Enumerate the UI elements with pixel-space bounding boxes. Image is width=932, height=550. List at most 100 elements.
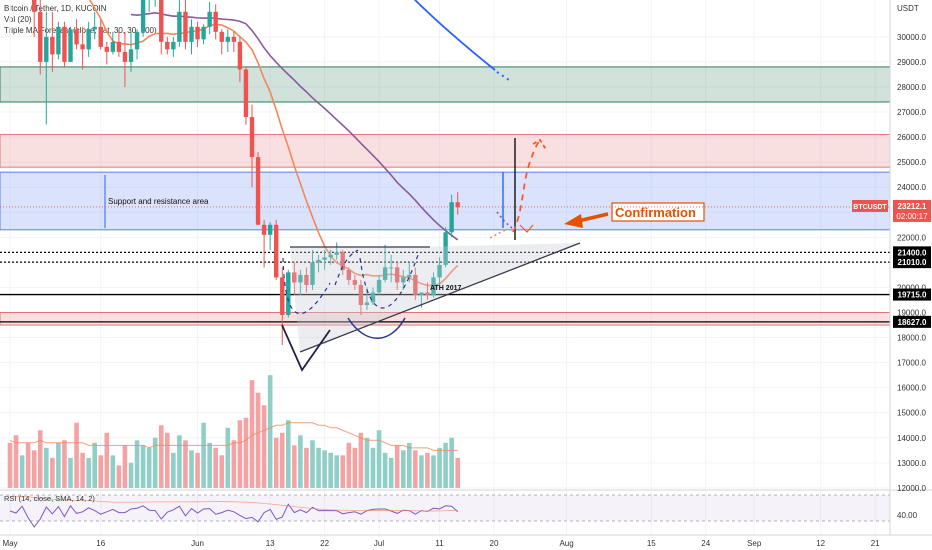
candle-body: [255, 157, 261, 225]
volume-bar: [286, 420, 291, 488]
candle-body: [401, 277, 406, 283]
price-tick-label: 18000.0: [897, 334, 926, 343]
volume-bar: [231, 440, 237, 488]
volume-bar: [134, 440, 140, 488]
candle-body: [213, 11, 218, 32]
candle-body: [455, 202, 460, 208]
candle-body: [195, 26, 200, 40]
rsi-line: [9, 503, 459, 528]
volume-bar: [98, 455, 104, 488]
candle-body: [292, 272, 297, 283]
candle-body: [437, 264, 442, 278]
volume-bar: [37, 430, 43, 488]
volume-bar: [334, 455, 339, 488]
volume-bar: [346, 442, 352, 488]
candle-body: [352, 279, 358, 285]
volume-bar: [86, 457, 91, 488]
volume-bar: [298, 435, 303, 488]
candle-body: [443, 232, 448, 265]
candle-body: [267, 224, 273, 235]
candle-body: [225, 36, 230, 42]
price-zone: [0, 134, 891, 168]
volume-bar: [388, 457, 394, 488]
candle-body: [32, 0, 37, 12]
forecast-arrowhead: [532, 138, 548, 152]
candle-body: [62, 26, 67, 62]
candle-body: [92, 26, 97, 30]
legend-symbol[interactable]: Bitcoin / Tether, 1D, KUCOIN: [4, 4, 107, 13]
price-tick-label: 30000.0: [897, 33, 926, 42]
volume-bar: [189, 450, 194, 488]
candle-body: [219, 31, 224, 42]
level-tag-label: 19715.0: [898, 291, 927, 300]
arc-dashed-right: [359, 254, 419, 309]
volume-bar: [74, 422, 79, 488]
volume-bar: [310, 440, 315, 488]
candle-body: [44, 36, 49, 62]
candle-body: [38, 11, 43, 62]
candle-body: [328, 254, 333, 258]
candle-body: [280, 277, 285, 316]
candle-body: [425, 292, 430, 295]
volume-bar: [80, 452, 85, 488]
candle-body: [110, 41, 116, 52]
candle-body: [159, 0, 164, 42]
volume-bar: [340, 455, 346, 488]
volume-bar: [358, 432, 364, 488]
volume-bar: [146, 447, 152, 488]
volume-bar: [316, 447, 321, 488]
candle-body: [322, 257, 327, 260]
price-tick-label: 20000.0: [897, 283, 926, 292]
level-tag: [893, 288, 931, 301]
volume-bar: [31, 450, 37, 488]
time-tick-label: May: [2, 539, 17, 548]
v-bottom-drawing: [281, 324, 331, 372]
volume-bar: [370, 447, 376, 488]
price-tick-label: 19000.0: [897, 309, 926, 318]
price-tick-label: 16000.0: [897, 384, 926, 393]
arc-dashed-left: [282, 257, 331, 314]
candle-body: [50, 36, 55, 55]
volume-bar: [225, 427, 231, 488]
volume-bar: [104, 432, 110, 488]
legend-volume[interactable]: Vol (20): [4, 15, 32, 24]
time-tick-label: 24: [701, 539, 710, 548]
price-tick-label: 12000.0: [897, 484, 926, 493]
volume-bar: [249, 380, 255, 488]
volume-bar: [400, 450, 406, 488]
candle-body: [122, 51, 128, 62]
level-tag-label: 21010.0: [898, 258, 927, 267]
time-tick-label: 12: [816, 539, 825, 548]
candle-body: [395, 267, 400, 283]
triangle-pattern: [290, 243, 580, 352]
volume-bar: [62, 440, 67, 488]
candle-body: [431, 277, 436, 295]
rsi-band: [0, 495, 890, 521]
volume-bar: [152, 437, 158, 488]
cup-arc: [347, 317, 406, 339]
volume-bar: [255, 392, 261, 488]
volume-bar: [425, 452, 430, 488]
candle-body: [407, 274, 412, 278]
time-tick-label: 20: [490, 539, 499, 548]
candle-body: [286, 272, 291, 316]
candle-body: [165, 41, 170, 50]
candle-body: [231, 36, 237, 42]
volume-bar: [279, 432, 285, 488]
candle-body: [364, 302, 370, 305]
candle-body: [237, 41, 243, 70]
volume-bar: [13, 435, 19, 488]
volume-bar: [122, 445, 128, 488]
legend-ma-forecast[interactable]: Triple MA Forecast (close, flat, 30, 30,…: [4, 26, 157, 35]
volume-bar: [394, 445, 400, 488]
candle-body: [86, 29, 91, 50]
level-tag: [893, 256, 931, 269]
candle-body: [171, 41, 176, 50]
time-tick-label: Sep: [747, 539, 762, 548]
volume-bar: [449, 437, 454, 488]
volume-bar: [92, 442, 97, 488]
price-tick-label: 24000.0: [897, 183, 926, 192]
currency-label: USDT: [897, 4, 919, 13]
volume-bar: [50, 457, 55, 488]
